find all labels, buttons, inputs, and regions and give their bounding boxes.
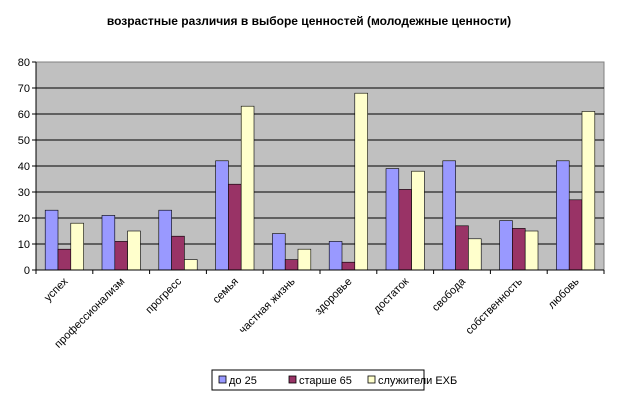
category-label: успех <box>42 275 71 304</box>
bar <box>556 160 570 271</box>
category-label: собственность <box>464 275 526 337</box>
legend-swatch <box>367 375 376 384</box>
legend-label: до 25 <box>229 375 257 387</box>
bar <box>499 220 513 271</box>
bar <box>272 233 286 271</box>
y-tick-label: 30 <box>18 187 30 199</box>
bar <box>455 225 469 271</box>
bars <box>44 92 596 271</box>
bar <box>328 241 343 271</box>
legend-label: старше 65 <box>299 375 352 387</box>
legend-swatch <box>288 375 297 384</box>
bar <box>468 238 482 271</box>
y-tick-label: 20 <box>18 213 30 225</box>
y-tick-label: 50 <box>18 135 30 147</box>
y-tick-label: 80 <box>18 57 30 69</box>
legend-box <box>211 369 425 391</box>
category-label: достаток <box>371 276 411 316</box>
bar <box>101 215 116 271</box>
bar <box>581 111 596 271</box>
bar <box>341 261 356 271</box>
y-tick-label: 40 <box>18 161 30 173</box>
bar <box>171 235 185 271</box>
bar <box>398 189 412 271</box>
bar <box>114 241 128 271</box>
bar <box>44 209 59 271</box>
bar <box>354 92 368 271</box>
bar <box>512 228 526 271</box>
bar <box>442 160 456 271</box>
y-tick-label: 70 <box>18 83 30 95</box>
bar <box>215 160 229 271</box>
chart-title: возрастные различия в выборе ценностей (… <box>107 14 511 28</box>
category-label: прогресс <box>143 275 184 316</box>
bar <box>297 248 312 271</box>
legend: до 25 старше 65 служители ЕХБ <box>211 369 457 391</box>
bar <box>158 209 172 271</box>
bar <box>228 183 242 271</box>
category-label: свобода <box>430 275 469 314</box>
y-tick-label: 0 <box>24 265 30 277</box>
y-tick-label: 10 <box>18 239 30 251</box>
y-tick-label: 60 <box>18 109 30 121</box>
bar <box>184 259 198 271</box>
bar <box>127 230 141 271</box>
y-axis: 0 10 20 30 40 50 60 70 80 <box>18 57 37 277</box>
category-label: семья <box>211 276 241 306</box>
category-label: любовь <box>546 275 582 311</box>
bar <box>524 230 539 271</box>
bar <box>284 259 299 271</box>
bar <box>411 170 425 271</box>
bar <box>385 168 400 271</box>
category-label: здоровье <box>313 276 355 318</box>
category-label: частная жизнь <box>237 275 298 336</box>
legend-swatch <box>218 375 227 384</box>
bar <box>240 105 255 271</box>
bar <box>70 222 84 271</box>
bar <box>568 199 583 271</box>
bar <box>57 248 72 271</box>
legend-label: служители ЕХБ <box>378 375 457 387</box>
